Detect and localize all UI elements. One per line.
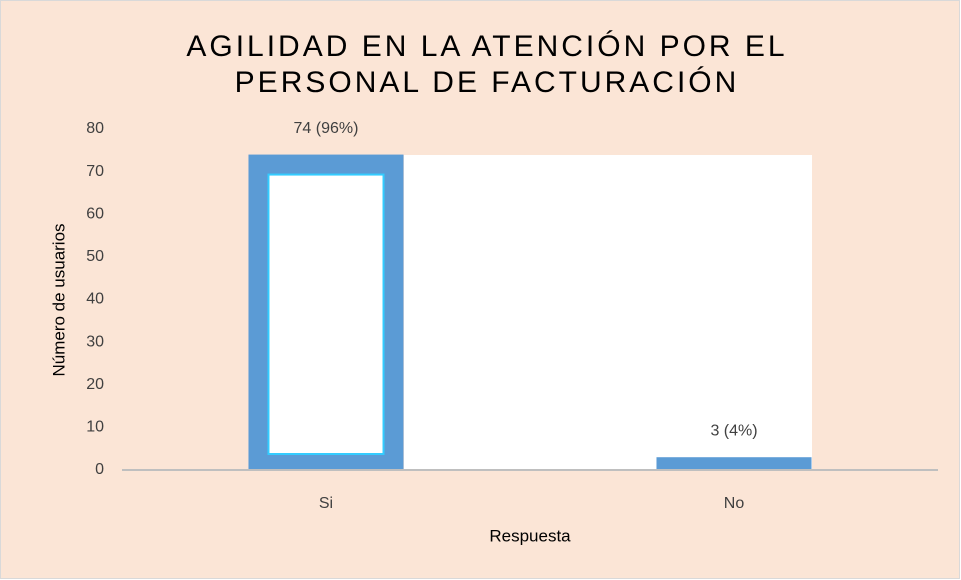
chart-title: AGILIDAD EN LA ATENCIÓN POR EL bbox=[186, 30, 787, 63]
x-axis-title: Respuesta bbox=[489, 526, 571, 545]
bar bbox=[656, 457, 812, 470]
y-tick-label: 40 bbox=[86, 291, 104, 308]
y-tick-label: 70 bbox=[86, 163, 104, 180]
plot-artifact bbox=[404, 155, 812, 469]
x-tick-label: No bbox=[724, 495, 745, 512]
chart-title: PERSONAL DE FACTURACIÓN bbox=[235, 66, 740, 99]
y-tick-label: 60 bbox=[86, 205, 104, 222]
bar-highlight bbox=[267, 173, 385, 455]
y-axis-title: Número de usuarios bbox=[49, 223, 68, 376]
y-tick-label: 50 bbox=[86, 248, 104, 265]
data-label: 3 (4%) bbox=[710, 422, 757, 439]
y-tick-label: 80 bbox=[86, 120, 104, 137]
x-tick-label: Si bbox=[319, 495, 333, 512]
data-label: 74 (96%) bbox=[294, 120, 359, 137]
y-tick-label: 30 bbox=[86, 333, 104, 350]
y-tick-label: 0 bbox=[95, 461, 104, 478]
y-tick-label: 10 bbox=[86, 419, 104, 436]
y-tick-label: 20 bbox=[86, 376, 104, 393]
